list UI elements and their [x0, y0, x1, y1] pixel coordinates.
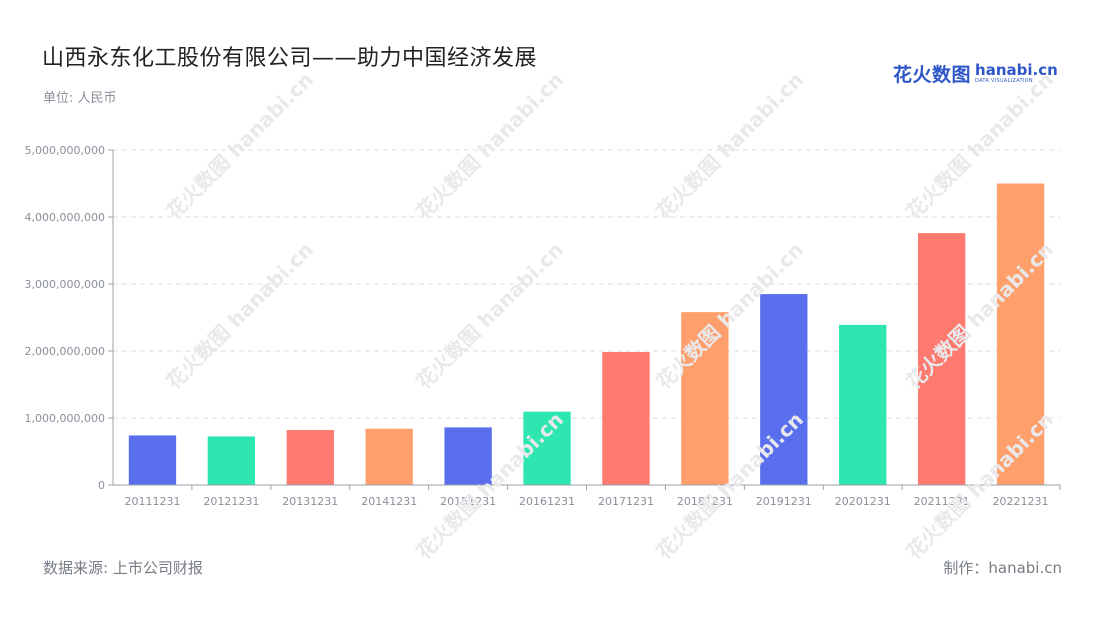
bar — [444, 427, 492, 485]
x-tick-label: 20201231 — [835, 495, 891, 508]
data-source-label: 数据来源: 上市公司财报 — [43, 559, 203, 577]
x-tick-label: 20211231 — [914, 495, 970, 508]
bar — [207, 436, 256, 485]
bar — [681, 312, 729, 485]
bar — [523, 411, 571, 485]
x-tick-label: 20111231 — [124, 495, 180, 508]
grid-layer — [113, 149, 1060, 419]
brand-logo: 花火数图 hanabi.cn DATA VISUALIZATION — [893, 60, 1058, 87]
y-tick-label: 1,000,000,000 — [25, 412, 105, 425]
page-title: 山西永东化工股份有限公司——助力中国经济发展 — [42, 46, 538, 71]
x-tick-label: 20141231 — [361, 495, 417, 508]
x-tick-label: 20151231 — [440, 495, 496, 508]
bar — [286, 430, 334, 485]
y-tick-label: 2,000,000,000 — [25, 345, 105, 358]
logo-en-block: hanabi.cn DATA VISUALIZATION — [975, 63, 1058, 84]
logo-en-sub-text: DATA VISUALIZATION — [975, 78, 1033, 84]
y-tick-label: 5,000,000,000 — [25, 144, 105, 157]
y-tick-label: 0 — [98, 479, 105, 492]
bar — [996, 183, 1045, 485]
x-tick-label: 20181231 — [677, 495, 733, 508]
logo-en-text: hanabi.cn — [975, 61, 1058, 79]
x-tick-label: 20191231 — [756, 495, 812, 508]
bar — [365, 428, 413, 485]
x-tick-label: 20171231 — [598, 495, 654, 508]
bar — [128, 435, 177, 485]
axis-layer: 0 1,000,000,000 2,000,000,000 3,000,000,000… — [25, 144, 1061, 508]
maker-label: 制作：hanabi.cn — [943, 559, 1062, 577]
logo-cn-text: 花火数图 — [893, 64, 972, 86]
bar — [917, 233, 966, 485]
bar — [602, 352, 650, 485]
x-tick-label: 20161231 — [519, 495, 575, 508]
unit-label: 单位: 人民币 — [43, 91, 117, 106]
bar — [760, 294, 808, 485]
y-tick-label: 3,000,000,000 — [25, 278, 105, 291]
y-tick-label: 4,000,000,000 — [25, 211, 105, 224]
bar — [839, 324, 887, 485]
x-tick-label: 20221231 — [993, 495, 1049, 508]
bars-layer — [128, 183, 1045, 485]
x-tick-label: 20121231 — [203, 495, 259, 508]
x-tick-label: 20131231 — [282, 495, 338, 508]
